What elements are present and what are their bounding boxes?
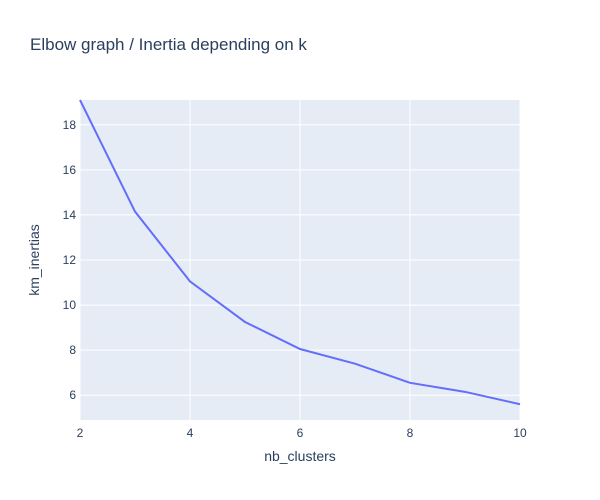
x-axis-title: nb_clusters — [264, 448, 336, 464]
y-gridlines — [80, 124, 520, 396]
y-tick-label: 18 — [63, 118, 77, 132]
y-tick-label: 12 — [63, 253, 77, 267]
x-tick-label: 4 — [187, 426, 194, 440]
y-tick-labels: 6 8 10 12 14 16 18 — [63, 118, 77, 402]
series-line — [79, 99, 521, 406]
y-tick-label: 6 — [69, 388, 76, 402]
x-tick-labels: 2 4 6 8 10 — [77, 426, 527, 440]
chart-title: Elbow graph / Inertia depending on k — [30, 35, 307, 54]
x-tick-label: 8 — [407, 426, 414, 440]
y-tick-label: 8 — [69, 343, 76, 357]
x-tick-label: 6 — [297, 426, 304, 440]
y-tick-label: 10 — [63, 298, 77, 312]
y-tick-label: 14 — [63, 208, 77, 222]
y-tick-label: 16 — [63, 163, 77, 177]
y-axis-title: km_inertias — [26, 224, 42, 296]
x-tick-label: 10 — [513, 426, 527, 440]
x-tick-label: 2 — [77, 426, 84, 440]
